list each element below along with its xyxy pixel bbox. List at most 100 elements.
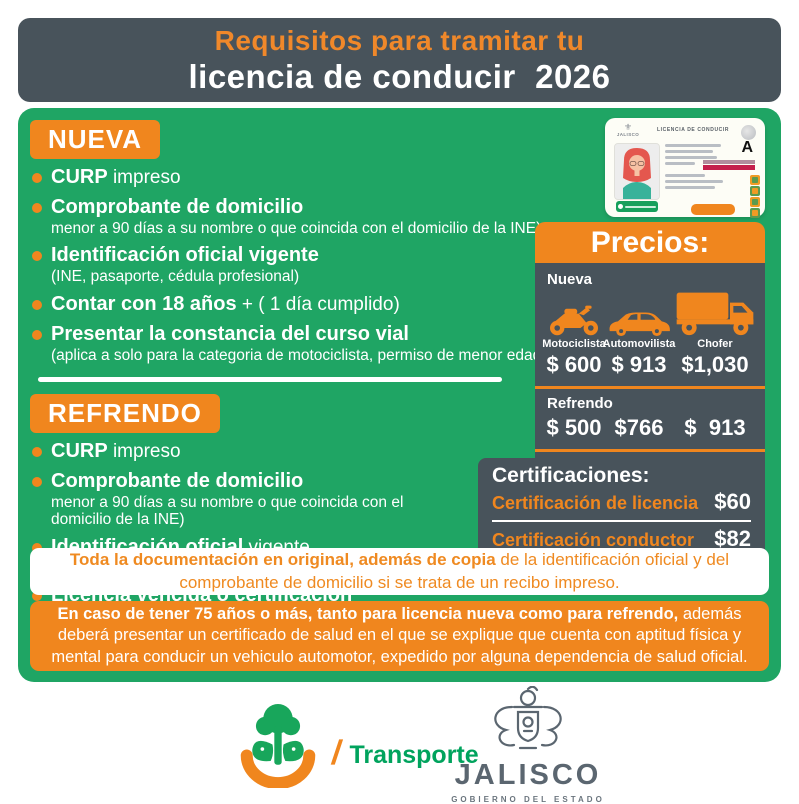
list-item: Comprobante de domicilio menor a 90 días… [30, 470, 450, 529]
text-line [665, 174, 705, 177]
bullet-icon [32, 329, 42, 340]
price-value: $ 913 [611, 352, 667, 377]
vehicle-icons-row: Motociclista Automovilista [542, 291, 755, 350]
cert-divider [492, 520, 751, 522]
section-badge-refrendo: REFRENDO [30, 394, 220, 434]
qr-square-icon [750, 208, 760, 218]
jalisco-crest-icon [494, 685, 562, 750]
motorcycle-icon [550, 305, 598, 336]
nueva-prices-row: $ 600 $ 913 $1,030 [545, 352, 755, 378]
transporte-wordmark: Transporte [349, 740, 479, 769]
notice-rest: de la identificación oficial y del compr… [179, 550, 730, 592]
text-line [665, 186, 715, 189]
card-orange-field [691, 204, 735, 215]
price-value: $ 500 [546, 415, 602, 440]
bullet-icon [32, 251, 42, 262]
vehicle-column: Automovilista [603, 310, 675, 350]
license-category-letter: A [741, 139, 753, 156]
refrendo-prices-row: $ 500 $766 $ 913 [545, 415, 755, 441]
slash-separator: / [329, 733, 345, 772]
price-value: $ 600 [546, 352, 602, 377]
page-title-line1: Requisitos para tramitar tu [214, 24, 585, 56]
card-text-lines-group2 [665, 174, 723, 189]
item-sub: (aplica a solo para la categoria de moto… [51, 346, 547, 364]
truck-icon [676, 292, 754, 336]
card-stripe-crimson [703, 165, 755, 170]
jalisco-gobierno-logo: JALISCO GOBIERNO DEL ESTADO [448, 685, 608, 804]
item-bold: CURP [51, 166, 108, 188]
card-stripe-mauve [703, 160, 755, 164]
crest-glyph: ⚜ [623, 122, 633, 132]
cert-price: $82 [714, 526, 751, 551]
item-sub: menor a 90 días a su nombre o que coinci… [51, 220, 542, 237]
vehicle-column: Motociclista [542, 304, 606, 350]
qr-square-icon [750, 175, 760, 185]
card-text-lines-group1 [665, 144, 721, 165]
hologram-circle-icon [741, 125, 756, 140]
portrait-illustration [615, 144, 659, 199]
person-icon [618, 204, 623, 209]
list-item: CURP impreso [30, 440, 450, 463]
text-line [665, 156, 717, 159]
notice-rest: además deberá presentar un certificado d… [51, 605, 748, 666]
item-bold: Identificación oficial vigente [51, 244, 319, 267]
main-panel: NUEVA CURP impreso Comprobante de domici… [18, 108, 781, 682]
jalisco-wordmark: JALISCO [454, 759, 602, 791]
section-badge-nueva: NUEVA [30, 120, 161, 159]
list-item: CURP impreso [30, 166, 558, 189]
item-rest: impreso [107, 441, 181, 463]
item-bold: Comprobante de domicilio [51, 196, 304, 218]
item-bold: Comprobante de domicilio [51, 470, 304, 493]
text-line [665, 162, 695, 165]
license-card-illustration: ⚜ JALISCO LICENCIA DE CONDUCIR [605, 118, 765, 218]
precios-title: Precios: [590, 225, 710, 259]
bullet-icon [32, 591, 42, 602]
item-bold: CURP [51, 440, 108, 463]
vehicle-label: Motociclista [542, 338, 606, 350]
item-bold: Presentar la constancia del curso vial [51, 322, 409, 345]
bullet-icon [32, 173, 42, 183]
section-divider [38, 377, 502, 383]
original-documents-notice: Toda la documentación en original, ademá… [30, 548, 769, 595]
bullet-icon [32, 447, 42, 458]
requirements-column: NUEVA CURP impreso Comprobante de domici… [30, 120, 570, 607]
card-qr-squares [750, 175, 760, 218]
item-sub: menor a 90 días a su nombre o que coinci… [51, 494, 404, 529]
transporte-logo: / Transporte [232, 700, 479, 788]
text-line [665, 144, 721, 147]
vehicle-label: Automovilista [602, 338, 676, 350]
qr-square-icon [750, 186, 760, 196]
notice-bold: Toda la documentación en original, ademá… [69, 550, 496, 570]
photo-portrait [614, 143, 660, 200]
jalisco-crest-icon: ⚜ JALISCO [615, 122, 641, 138]
vehicle-label: Chofer [697, 338, 733, 350]
item-bold: Contar con 18 años [51, 292, 237, 315]
vehicle-column: Chofer [675, 291, 755, 350]
bullet-icon [32, 203, 42, 213]
car-icon [609, 312, 670, 336]
bullet-icon [32, 542, 42, 553]
price-value: $766 [614, 415, 664, 440]
certificaciones-title: Certificaciones: [492, 464, 650, 487]
list-item: Comprobante de domicilio menor a 90 días… [30, 196, 558, 237]
list-item: Presentar la constancia del curso vial (… [30, 323, 558, 364]
item-rest: impreso [107, 167, 181, 188]
nueva-row-label: Nueva [547, 271, 593, 288]
pill-text-line [625, 205, 656, 208]
bullet-icon [32, 477, 42, 488]
transporte-tree-icon [240, 703, 316, 788]
nueva-requirements-list: CURP impreso Comprobante de domicilio me… [30, 166, 558, 364]
item-rest: + ( 1 día cumplido) [236, 293, 400, 315]
text-line [665, 180, 723, 183]
price-value: $1,030 [681, 352, 749, 377]
cert-price: $60 [714, 489, 751, 514]
card-brand-label: JALISCO [616, 132, 640, 137]
cert-label: Certificación de licencia [492, 493, 699, 513]
orange-divider [535, 386, 765, 389]
header-banner: Requisitos para tramitar tu licencia de … [18, 18, 781, 102]
page-title-line2: licencia de conducir 2026 [188, 57, 611, 95]
card-signature-pill [616, 201, 658, 212]
notice-bold: En caso de tener 75 años o más, tanto pa… [57, 605, 679, 624]
bullet-icon [32, 299, 42, 310]
qr-square-icon [750, 197, 760, 207]
